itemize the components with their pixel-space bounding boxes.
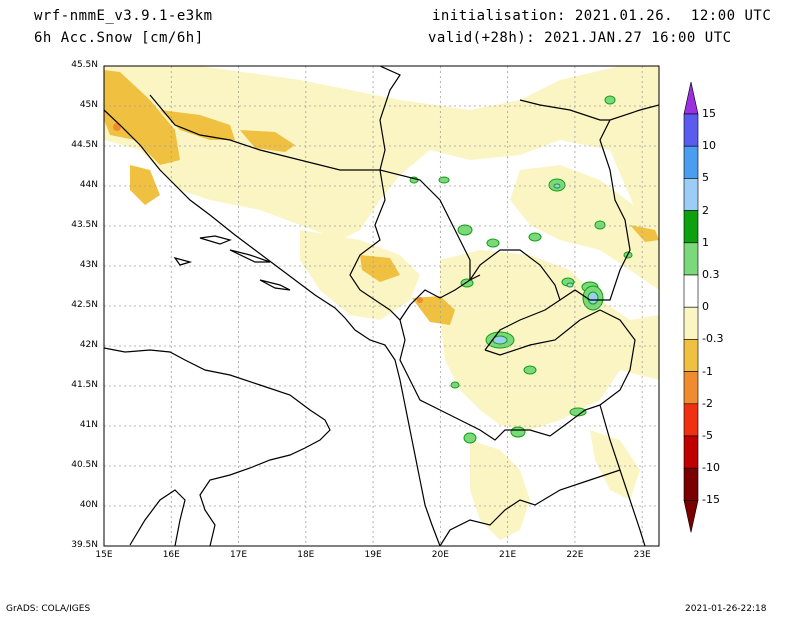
longitude-label: 15E — [95, 550, 113, 560]
latitude-label: 40N — [79, 500, 98, 510]
green-spot — [438, 176, 450, 184]
island — [173, 256, 193, 266]
latitude-label: 41.5N — [71, 380, 98, 390]
green-spot — [457, 224, 473, 236]
italy-coastline — [104, 347, 331, 546]
colorbar-label: -5 — [702, 429, 713, 442]
longitude-label: 20E — [431, 550, 449, 560]
green-spot — [510, 426, 526, 438]
green-spot — [463, 432, 477, 444]
latitude-label: 42N — [79, 340, 98, 350]
border — [484, 309, 636, 406]
moderate-snow-area — [240, 130, 295, 152]
colorbar-label: -0.3 — [702, 332, 724, 346]
italy-heel — [129, 489, 186, 546]
border — [519, 99, 610, 121]
colorbar-label: 1 — [702, 235, 709, 249]
colorbar-label: -15 — [702, 493, 720, 507]
border — [379, 169, 471, 280]
model-name: wrf-nmmE_v3.9.1-e3km — [34, 8, 213, 24]
island — [259, 279, 291, 291]
longitude-label: 19E — [364, 550, 382, 560]
coastlines-and-borders — [104, 66, 659, 546]
green-spot — [523, 365, 537, 375]
border — [599, 404, 646, 546]
light-snow-area — [300, 230, 420, 320]
plot-timestamp: 2021-01-26-22:18 — [685, 604, 767, 614]
border — [149, 66, 401, 171]
greece-coast — [439, 469, 621, 546]
latitude-label: 43.5N — [71, 220, 98, 230]
border — [349, 169, 481, 321]
positive-anomaly-spots — [409, 95, 633, 444]
green-spot — [450, 381, 460, 389]
latitude-label: 45.5N — [71, 60, 98, 70]
green-spot — [594, 220, 606, 230]
moderate-snow-area — [104, 70, 180, 165]
light-snow-area — [104, 66, 659, 250]
border — [469, 249, 561, 351]
heavy-snow-spot — [417, 297, 423, 303]
island — [229, 249, 271, 263]
green-spot — [486, 238, 500, 248]
longitude-label: 23E — [633, 550, 651, 560]
latitude-label: 44N — [79, 180, 98, 190]
colorbar-label: 15 — [702, 107, 716, 120]
longitude-label: 16E — [162, 550, 180, 560]
colorbar-label: 0 — [702, 300, 709, 314]
moderate-snow-area — [360, 255, 400, 282]
blue-spot — [566, 282, 574, 288]
longitude-label: 18E — [297, 550, 315, 560]
colorbar-label: 5 — [702, 171, 709, 185]
moderate-snow-area — [630, 225, 659, 242]
colorbar-label: -10 — [702, 461, 720, 475]
lat-lon-grid — [104, 66, 659, 546]
heavy-snow-spot — [113, 123, 121, 131]
light-snow-area — [510, 165, 659, 290]
latitude-label: 42.5N — [71, 300, 98, 310]
variable-name: 6h Acc.Snow [cm/6h] — [34, 30, 204, 46]
longitude-label: 21E — [499, 550, 517, 560]
plot-frame — [103, 65, 660, 547]
green-spot — [460, 278, 474, 288]
green-spot — [528, 232, 542, 242]
blue-spot — [587, 291, 599, 305]
initialisation-time: initialisation: 2021.01.26. 12:00 UTC — [432, 8, 772, 24]
longitude-label: 17E — [229, 550, 248, 560]
latitude-label: 43N — [79, 260, 98, 270]
light-snow-area — [440, 250, 659, 430]
snow-field — [104, 66, 659, 540]
colorbar-label: 0.3 — [702, 268, 720, 281]
green-spot — [604, 95, 616, 105]
latitude-label: 39.5N — [71, 540, 98, 550]
longitude-label: 22E — [566, 550, 584, 560]
border — [399, 319, 601, 441]
latitude-label: 44.5N — [71, 140, 98, 150]
colorbar-label: 2 — [702, 203, 709, 217]
colorbar-label: 10 — [702, 139, 716, 153]
island — [199, 235, 232, 245]
moderate-snow-area — [130, 165, 160, 205]
adriatic-coastline — [104, 109, 441, 546]
light-snow-area — [470, 440, 530, 540]
colorbar-label: -2 — [702, 396, 713, 410]
green-spot — [569, 407, 587, 417]
valid-time: valid(+28h): 2021.JAN.27 16:00 UTC — [428, 30, 732, 46]
grads-credit: GrADS: COLA/IGES — [6, 604, 91, 614]
moderate-snow-area — [160, 110, 235, 140]
moderate-snow-area — [412, 296, 455, 325]
latitude-label: 41N — [79, 420, 98, 430]
light-snow-area — [590, 430, 640, 500]
latitude-label: 40.5N — [71, 460, 98, 470]
latitude-label: 45N — [79, 100, 98, 110]
colorbar-label: -1 — [702, 364, 713, 378]
